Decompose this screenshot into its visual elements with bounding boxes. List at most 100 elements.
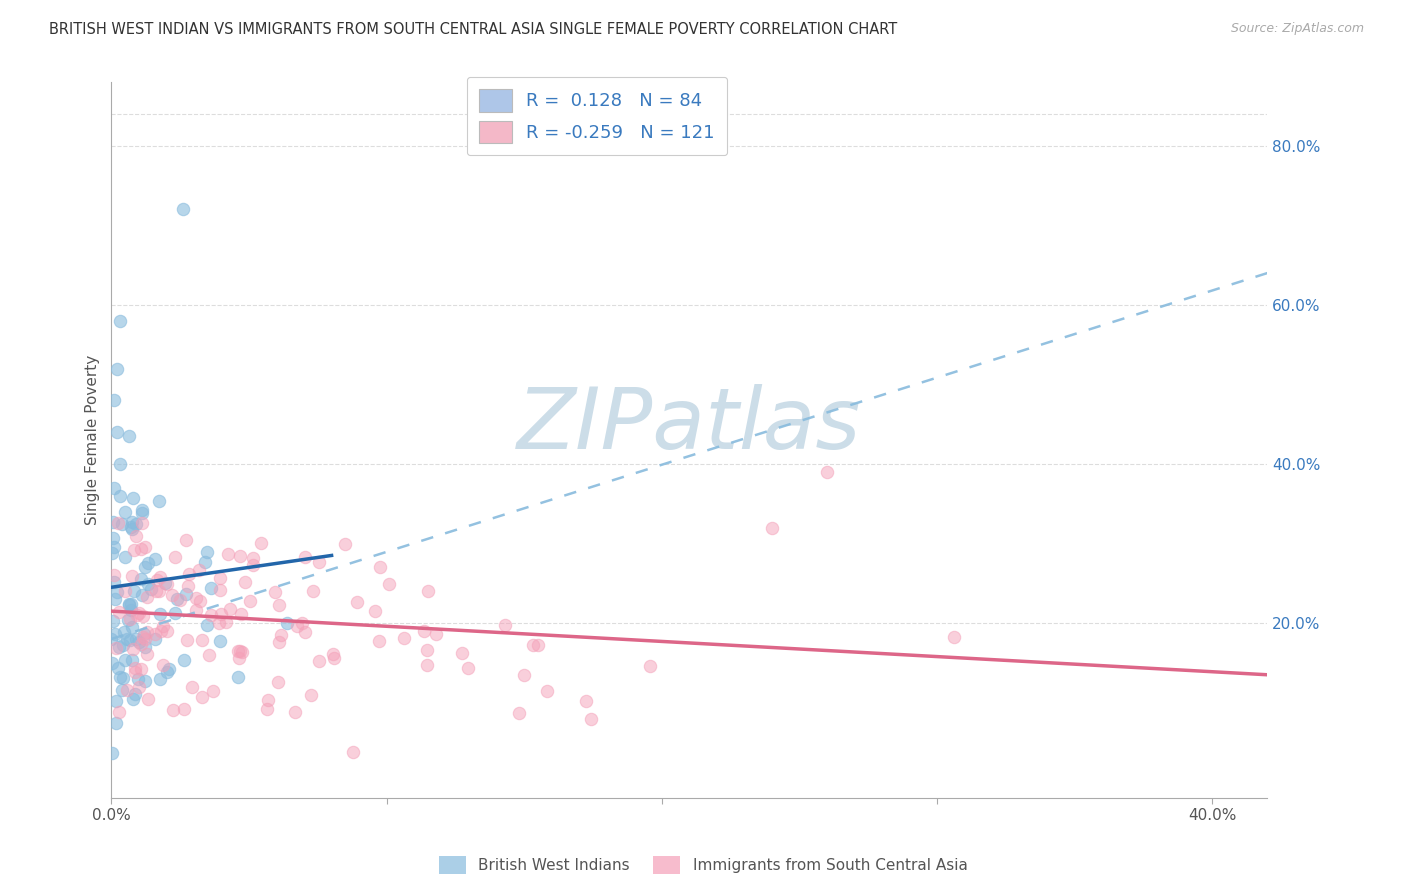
Point (128, 606, 150, 620)
Point (155, 577, 177, 591)
Point (136, 625, 159, 640)
Point (121, 653, 143, 667)
Point (143, 632, 166, 646)
Point (267, 674, 290, 689)
Point (242, 558, 264, 572)
Point (112, 671, 135, 685)
Point (122, 584, 145, 599)
Point (131, 637, 153, 651)
Point (208, 582, 231, 597)
Point (413, 624, 436, 639)
Point (128, 681, 150, 695)
Point (177, 566, 200, 581)
Point (228, 651, 250, 665)
Point (450, 646, 472, 660)
Point (184, 591, 207, 606)
Point (208, 634, 231, 648)
Point (143, 551, 166, 566)
Point (198, 648, 221, 662)
Point (162, 702, 184, 716)
Point (111, 638, 134, 652)
Point (257, 693, 280, 707)
Point (276, 616, 298, 631)
Point (250, 536, 273, 550)
Point (124, 665, 146, 679)
Point (165, 549, 187, 564)
Point (217, 547, 239, 561)
Point (264, 585, 287, 599)
Point (122, 542, 145, 557)
Point (233, 575, 256, 590)
Point (218, 602, 240, 616)
Point (136, 577, 159, 591)
Point (201, 684, 224, 698)
Point (176, 632, 198, 647)
Point (101, 532, 124, 546)
Point (200, 607, 222, 622)
Point (194, 555, 217, 569)
Point (457, 661, 479, 675)
Point (104, 626, 127, 640)
Point (100, 632, 122, 646)
Point (191, 632, 214, 647)
Point (136, 556, 159, 570)
Point (103, 568, 125, 582)
Point (163, 606, 186, 620)
Point (148, 583, 170, 598)
Point (166, 591, 188, 606)
Point (105, 585, 128, 599)
Point (118, 612, 141, 626)
Point (169, 593, 191, 607)
Point (104, 591, 127, 606)
Point (335, 537, 357, 551)
Point (229, 549, 252, 563)
Point (208, 616, 231, 631)
Point (346, 595, 368, 609)
Point (152, 619, 174, 633)
Text: Source: ZipAtlas.com: Source: ZipAtlas.com (1230, 22, 1364, 36)
Point (172, 202, 194, 217)
Point (127, 673, 149, 687)
Point (118, 429, 141, 443)
Point (107, 661, 129, 675)
Point (512, 668, 534, 682)
Point (101, 656, 124, 670)
Point (128, 634, 150, 648)
Point (226, 644, 249, 658)
Point (124, 661, 146, 675)
Point (146, 574, 169, 588)
Point (290, 615, 312, 630)
Point (131, 503, 153, 517)
Point (108, 706, 131, 720)
Point (229, 607, 252, 621)
Point (141, 582, 163, 596)
Point (132, 630, 155, 644)
Point (136, 692, 159, 706)
Point (342, 746, 364, 760)
Point (120, 603, 142, 617)
Point (149, 672, 172, 686)
Point (131, 516, 153, 530)
Point (188, 593, 211, 607)
Point (108, 489, 131, 503)
Point (112, 625, 135, 640)
Point (239, 594, 262, 608)
Point (129, 662, 152, 676)
Point (149, 624, 172, 639)
Point (145, 584, 167, 599)
Point (115, 683, 138, 698)
Point (173, 701, 195, 715)
Point (195, 617, 218, 632)
Point (494, 618, 516, 632)
Point (323, 651, 346, 665)
Point (195, 545, 218, 559)
Point (125, 529, 148, 543)
Point (226, 670, 249, 684)
Point (120, 597, 142, 611)
Point (105, 694, 128, 708)
Point (181, 680, 204, 694)
Legend: British West Indians, Immigrants from South Central Asia: British West Indians, Immigrants from So… (433, 850, 973, 880)
Point (416, 643, 439, 657)
Point (125, 632, 148, 646)
Point (134, 541, 156, 555)
